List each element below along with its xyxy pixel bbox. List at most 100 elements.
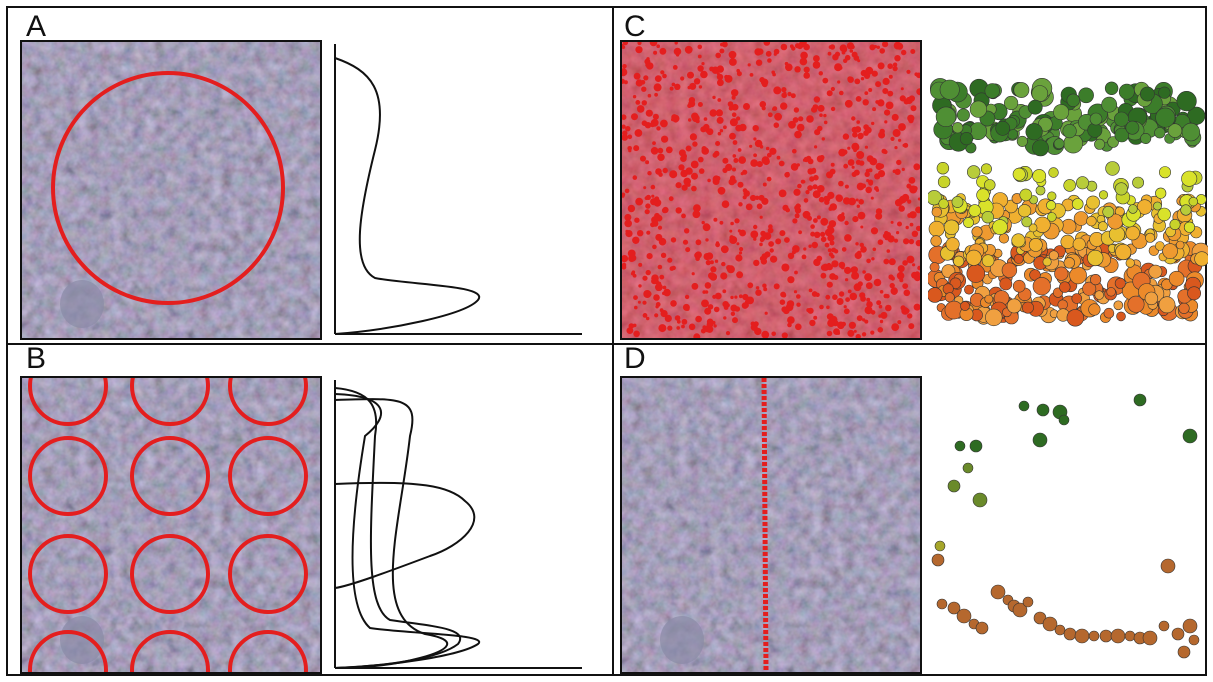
- point: [691, 185, 697, 192]
- point: [1148, 264, 1163, 279]
- point: [787, 276, 795, 284]
- point: [657, 153, 665, 161]
- point: [965, 249, 982, 266]
- point: [1094, 290, 1104, 300]
- point: [995, 120, 1011, 136]
- point: [790, 163, 799, 171]
- point: [622, 45, 626, 49]
- point: [904, 308, 910, 314]
- panel-a-aerial-image: [20, 40, 322, 340]
- point: [681, 324, 685, 329]
- point: [796, 123, 805, 132]
- point: [860, 225, 864, 229]
- point: [1158, 296, 1176, 314]
- point: [812, 104, 819, 110]
- point: [773, 122, 780, 128]
- point: [905, 225, 909, 230]
- point: [956, 608, 972, 624]
- point: [813, 315, 818, 320]
- point: [980, 163, 992, 175]
- point: [1013, 82, 1030, 98]
- point: [661, 135, 669, 143]
- point: [817, 185, 825, 193]
- point: [768, 224, 773, 229]
- point: [1182, 428, 1198, 444]
- point: [722, 157, 729, 164]
- point: [624, 213, 632, 221]
- point: [733, 158, 739, 163]
- point: [624, 188, 630, 194]
- point: [909, 222, 914, 227]
- point: [727, 101, 734, 107]
- point: [1114, 111, 1130, 127]
- point: [1099, 629, 1113, 643]
- point: [1159, 166, 1172, 179]
- point: [819, 113, 823, 117]
- point: [892, 169, 897, 174]
- point: [673, 47, 682, 56]
- point: [800, 51, 808, 60]
- point: [745, 203, 753, 211]
- point: [1090, 274, 1102, 286]
- point: [803, 247, 807, 251]
- point: [1016, 135, 1028, 147]
- point: [669, 266, 675, 271]
- point: [824, 242, 830, 248]
- point: [698, 156, 704, 163]
- point: [992, 219, 1008, 235]
- point: [1178, 302, 1190, 314]
- point: [1073, 211, 1089, 226]
- point: [875, 162, 883, 171]
- point: [1101, 96, 1118, 113]
- point: [936, 161, 950, 175]
- point: [1012, 167, 1026, 181]
- point: [913, 303, 920, 311]
- point: [685, 306, 690, 311]
- point: [898, 205, 905, 212]
- point: [716, 65, 724, 73]
- point: [1169, 219, 1181, 231]
- point: [790, 93, 796, 99]
- point: [725, 331, 731, 336]
- point: [906, 69, 911, 74]
- point: [723, 316, 727, 320]
- point: [990, 584, 1006, 600]
- figure-frame: [6, 6, 1207, 676]
- point: [1053, 138, 1065, 150]
- point: [761, 106, 766, 111]
- point: [844, 220, 849, 226]
- point: [739, 123, 747, 132]
- point: [841, 50, 846, 55]
- point: [882, 88, 889, 94]
- point: [847, 159, 855, 166]
- point: [633, 330, 640, 338]
- point: [1074, 628, 1090, 644]
- point: [1102, 205, 1115, 218]
- point: [669, 170, 678, 179]
- point: [1125, 120, 1140, 135]
- point: [675, 207, 682, 214]
- point: [660, 310, 668, 318]
- point: [715, 109, 723, 117]
- point: [953, 255, 965, 267]
- point: [739, 229, 746, 237]
- point: [1071, 293, 1083, 304]
- point: [633, 72, 641, 80]
- point: [844, 234, 852, 242]
- point: [685, 145, 692, 152]
- point: [856, 151, 865, 159]
- point: [860, 77, 865, 81]
- point: [684, 45, 693, 54]
- point: [652, 244, 657, 250]
- point: [963, 217, 974, 228]
- point: [768, 241, 774, 247]
- point: [807, 158, 814, 165]
- point: [707, 304, 714, 310]
- point: [877, 239, 884, 245]
- point: [749, 73, 754, 77]
- point: [964, 284, 974, 295]
- point: [1154, 127, 1166, 139]
- point: [633, 145, 640, 152]
- point: [769, 248, 774, 253]
- point: [915, 225, 920, 232]
